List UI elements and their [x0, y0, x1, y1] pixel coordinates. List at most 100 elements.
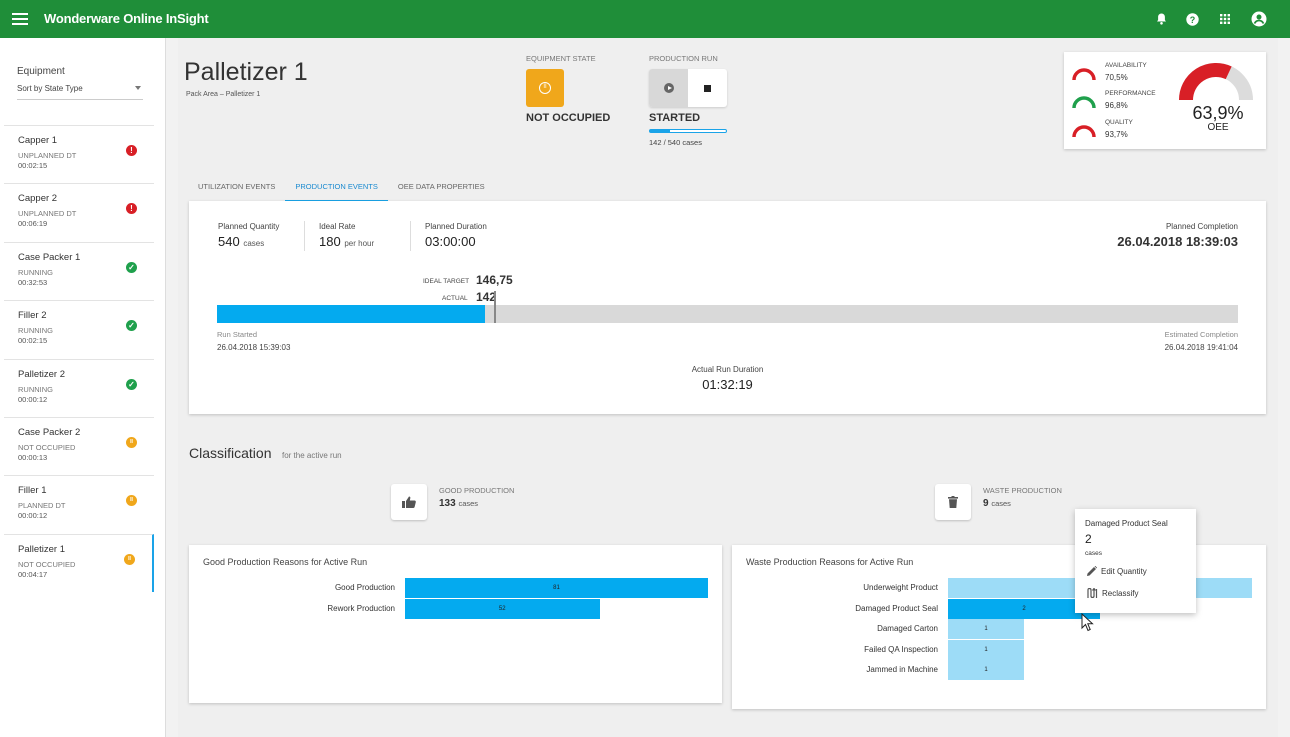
run-started-value: 26.04.2018 15:39:03 [217, 343, 291, 352]
production-events-panel: Planned Quantity 540 cases Ideal Rate 18… [189, 201, 1266, 414]
menu-icon[interactable] [12, 10, 28, 26]
availability-label: AVAILABILITY [1105, 62, 1147, 69]
play-icon [663, 83, 674, 93]
equipment-list-item[interactable]: Case Packer 2 NOT OCCUPIED 00:00:13 II [4, 416, 154, 475]
waste-production-number: 9 [983, 498, 989, 509]
breadcrumb: Pack Area – Palletizer 1 [186, 91, 261, 98]
bell-icon[interactable] [1152, 10, 1170, 28]
divider [304, 221, 305, 251]
bar[interactable] [405, 578, 708, 598]
equipment-list-item[interactable]: Capper 1 UNPLANNED DT 00:02:15! [4, 125, 154, 183]
equipment-time: 00:00:12 [18, 511, 48, 521]
performance-value: 96,8% [1105, 101, 1128, 110]
tab-utilization-events[interactable]: UTILIZATION EVENTS [198, 182, 276, 191]
waste-production-label: WASTE PRODUCTION [983, 486, 1062, 495]
classification-subtitle: for the active run [282, 451, 342, 460]
equipment-state: UNPLANNED DT [18, 151, 77, 160]
equipment-name: Filler 1 [18, 485, 47, 497]
equipment-state-button[interactable]: II [526, 69, 564, 107]
bar[interactable] [948, 639, 1024, 660]
quality-kpi: QUALITY 93,7% [1072, 119, 1162, 145]
waste-production-button[interactable] [935, 484, 971, 520]
stop-run-button[interactable] [688, 69, 727, 107]
tab-oee-data-properties[interactable]: OEE DATA PROPERTIES [397, 182, 485, 191]
performance-kpi: PERFORMANCE 96,8% [1072, 90, 1162, 116]
bar-value-label: 52 [498, 606, 506, 612]
bar-value-label: 1 [984, 646, 988, 653]
bar-category-label: Good Production [334, 583, 395, 592]
top-app-bar: Wonderware Online InSight ? [0, 0, 1290, 38]
edit-quantity-menu-item[interactable]: Edit Quantity [1087, 566, 1147, 576]
equipment-time: 00:04:17 [18, 569, 48, 579]
mouse-pointer-icon [1081, 613, 1094, 632]
equipment-time: 00:32:53 [18, 277, 48, 287]
planned-duration-value: 03:00:00 [425, 234, 476, 249]
equipment-list-item[interactable]: Capper 2 UNPLANNED DT 00:06:19! [4, 183, 154, 241]
bar-value-label: 2 [1022, 605, 1026, 612]
reclassify-menu-item[interactable]: Reclassify [1087, 588, 1138, 598]
equipment-name: Case Packer 2 [18, 426, 81, 438]
equipment-state: RUNNING [18, 326, 53, 336]
reclassify-icon [1087, 588, 1098, 598]
good-production-chart-panel: Good Production Reasons for Active Run G… [189, 545, 722, 703]
good-production-unit: cases [458, 499, 479, 508]
planned-quantity-unit: cases [243, 239, 265, 248]
svg-text:?: ? [1189, 15, 1195, 25]
run-progress-fill [217, 305, 486, 323]
run-started-label: Run Started [217, 330, 258, 339]
good-production-button[interactable] [391, 484, 427, 520]
production-run-value: STARTED [649, 112, 701, 124]
pencil-icon [1087, 566, 1097, 576]
bar[interactable] [948, 619, 1024, 639]
bar-value-label: 1 [984, 667, 988, 673]
bar[interactable] [948, 660, 1024, 680]
ideal-target-value: 146,75 [476, 273, 513, 287]
popup-value: 2 [1085, 532, 1092, 546]
equipment-state: NOT OCCUPIED [18, 442, 76, 452]
production-run-label: PRODUCTION RUN [649, 54, 718, 63]
equipment-list-item[interactable]: Case Packer 1 RUNNING 00:32:53 ✓ [4, 241, 154, 300]
good-chart-title: Good Production Reasons for Active Run [203, 557, 368, 567]
status-error-icon: ! [126, 203, 137, 215]
equipment-time: 00:02:15 [18, 336, 48, 346]
sort-select-value: Sort by State Type [17, 84, 83, 93]
tab-production-events[interactable]: PRODUCTION EVENTS [285, 176, 388, 202]
planned-quantity-number: 540 [218, 234, 240, 249]
bar[interactable] [405, 599, 600, 619]
actual-run-duration-value: 01:32:19 [702, 377, 753, 392]
dropdown-caret-icon [135, 86, 141, 90]
planned-completion-value: 26.04.2018 18:39:03 [1117, 234, 1238, 249]
equipment-list-item[interactable]: Palletizer 2 RUNNING 00:00:12 ✓ [4, 358, 154, 417]
production-run-controls [649, 69, 727, 107]
equipment-list-item[interactable]: Filler 2 RUNNING 00:02:15 ✓ [4, 300, 154, 358]
start-run-button[interactable] [649, 69, 688, 107]
equipment-list-item[interactable]: Filler 1 PLANNED DT 00:00:12 II [4, 475, 154, 533]
bar-category-label: Underweight Product [863, 583, 938, 592]
tab-bar: UTILIZATION EVENTS PRODUCTION EVENTS OEE D… [188, 176, 495, 202]
performance-gauge-icon [1072, 96, 1096, 108]
equipment-state: RUNNING [18, 384, 53, 394]
equipment-name: Case Packer 1 [18, 251, 81, 263]
equipment-name: Palletizer 2 [18, 368, 65, 380]
bar[interactable] [948, 598, 1100, 619]
account-icon[interactable] [1250, 10, 1268, 28]
equipment-state: UNPLANNED DT [18, 209, 77, 219]
run-progress-track [217, 291, 1238, 323]
apps-icon[interactable] [1216, 10, 1234, 28]
equipment-name: Filler 2 [18, 310, 47, 322]
help-icon[interactable]: ? [1183, 10, 1201, 28]
quality-gauge-icon [1072, 125, 1096, 137]
good-production-label: GOOD PRODUCTION [439, 486, 515, 495]
estimated-completion-label: Estimated Completion [1164, 330, 1238, 339]
equipment-list: Capper 1 UNPLANNED DT 00:02:15! Capper 2 UNP… [4, 125, 154, 593]
ideal-rate-label: Ideal Rate [319, 222, 356, 231]
waste-production-value: 9 cases [983, 498, 1011, 509]
equipment-name: Capper 1 [18, 135, 58, 146]
ideal-target-marker [494, 291, 497, 323]
status-paused-icon: II [126, 436, 137, 448]
production-run-progress-fill [650, 130, 670, 132]
oee-gauge-fill [1179, 63, 1232, 101]
equipment-list-item[interactable]: Palletizer 1 NOT OCCUPIED 00:04:17 II [4, 533, 154, 593]
bar-category-label: Jammed in Machine [866, 665, 938, 674]
sort-select[interactable]: Sort by State Type [17, 84, 143, 100]
